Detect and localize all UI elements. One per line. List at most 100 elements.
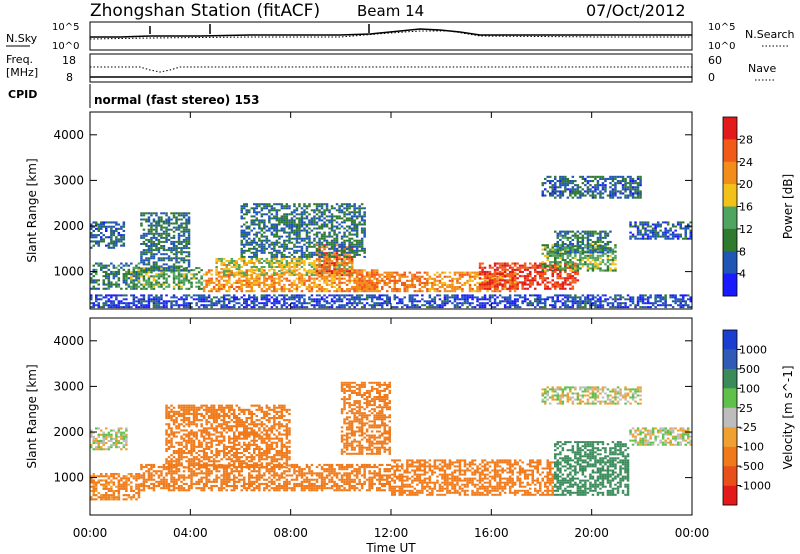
scatter-cell-p1-r15: [152, 306, 156, 309]
scatter-cell-p1-r5: [293, 274, 296, 277]
scatter-cell-p1-r6: [325, 270, 329, 273]
scatter-cell-p1-r12: [609, 249, 612, 252]
scatter-cell-p1-r7: [248, 247, 251, 250]
scatter-cell-p1-r7: [330, 207, 334, 210]
scatter-cell-p1-r10: [513, 287, 517, 290]
scatter-cell-p1-r5: [288, 266, 291, 268]
scatter-cell-p1-r15: [305, 302, 309, 305]
scatter-cell-p1-r2: [147, 275, 151, 278]
scatter-cell-p1-r5: [308, 270, 311, 273]
scatter-cell-p1-r4: [243, 279, 246, 282]
scatter-cell-p1-r9: [428, 281, 432, 284]
scatter-cell-p1-r15: [150, 298, 153, 301]
scatter-cell-p1-r15: [604, 298, 607, 301]
scatter-cell-p1-r7: [240, 207, 243, 210]
scatter-cell-p1-r7: [340, 217, 344, 220]
scatter-cell-p1-r7: [363, 223, 366, 226]
scatter-cell-p1-r7: [355, 207, 359, 210]
scatter-cell-p1-r7: [280, 221, 284, 224]
scatter-cell-p1-r3: [175, 220, 178, 223]
scatter-cell-p1-r12: [586, 230, 590, 233]
scatter-cell-p1-r14: [684, 227, 687, 230]
scatter-cell-p1-r15: [157, 298, 161, 301]
scatter-cell-p1-r15: [441, 300, 444, 303]
scatter-cell-p1-r4: [333, 290, 336, 293]
scatter-cell-p1-r12: [606, 232, 610, 235]
scatter-cell-p1-r7: [350, 215, 354, 218]
scatter-cell-p1-r2: [132, 271, 136, 274]
scatter-cell-p1-r15: [345, 304, 349, 307]
scatter-cell-p1-r10: [526, 273, 529, 276]
scatter-cell-p1-r9: [513, 290, 517, 293]
scatter-cell-p1-r2: [200, 269, 203, 272]
scatter-cell-p1-r12: [576, 230, 580, 233]
scatter-cell-p1-r7: [320, 205, 324, 208]
scatter-cell-p1-r12: [579, 247, 582, 250]
scatter-cell-p1-r8: [408, 283, 412, 286]
scatter-cell-p1-r11: [596, 265, 600, 268]
scatter-cell-p1-r15: [448, 296, 452, 299]
scatter-cell-p1-r2: [182, 279, 186, 282]
scatter-cell-p1-r8: [418, 288, 422, 291]
scatter-cell-p1-r13: [611, 180, 615, 183]
scatter-cell-p1-r7: [320, 213, 324, 216]
scatter-cell-p1-r15: [358, 302, 361, 305]
scatter-cell-p1-r0: [107, 246, 111, 249]
scatter-cell-p1-r15: [157, 304, 161, 307]
scatter-cell-p1-r7: [348, 203, 351, 206]
scatter-cell-p1-r7: [270, 253, 274, 256]
scatter-cell-p1-r10: [554, 285, 557, 288]
scatter-cell-p1-r11: [591, 263, 595, 266]
scatter-cell-p1-r7: [263, 205, 266, 208]
scatter-cell-p1-r3: [142, 263, 146, 266]
scatter-cell-p1-r0: [90, 232, 93, 235]
scatter-cell-p1-r7: [338, 227, 341, 230]
scatter-cell-p1-r1: [97, 283, 100, 286]
scatter-cell-p1-r3: [170, 222, 173, 225]
scatter-cell-p1-r4: [368, 283, 371, 286]
scatter-cell-p1-r10: [501, 273, 504, 276]
scatter-cell-p1-r15: [516, 298, 519, 301]
scatter-cell-p1-r7: [333, 243, 336, 246]
scatter-cell-p1-r14: [661, 233, 665, 236]
scatter-cell-p1-r4: [273, 277, 276, 280]
scatter-cell-p1-r3: [147, 247, 151, 250]
scatter-cell-p1-r14: [634, 221, 637, 224]
scatter-cell-p1-r15: [107, 306, 111, 309]
scatter-cell-p1-r0: [110, 238, 113, 241]
scatter-cell-p1-r4: [245, 271, 248, 274]
scatter-cell-p1-r11: [606, 261, 610, 264]
scatter-cell-p1-r7: [263, 213, 266, 216]
scatter-cell-p1-r3: [170, 228, 173, 231]
scatter-cell-p1-r7: [278, 223, 281, 226]
scatter-cell-p1-r13: [576, 192, 580, 195]
scatter-cell-p1-r12: [574, 245, 577, 248]
scatter-cell-p1-r0: [92, 229, 95, 232]
scatter-cell-p1-r15: [433, 300, 437, 303]
scatter-cell-p1-r3: [145, 269, 148, 272]
scatter-cell-p1-r7: [305, 225, 309, 228]
scatter-cell-p1-r3: [160, 228, 163, 231]
scatter-cell-p1-r15: [150, 294, 153, 297]
scatter-cell-p1-r3: [175, 226, 178, 229]
scatter-cell-p1-r9: [503, 288, 507, 291]
scatter-cell-p1-r11: [586, 265, 590, 268]
scatter-cell-p1-r9: [461, 273, 464, 276]
scatter-cell-p1-r7: [335, 247, 339, 250]
scatter-cell-p1-r15: [233, 298, 236, 301]
scatter-cell-p1-r12: [559, 249, 562, 252]
scatter-cell-p1-r10: [481, 270, 484, 273]
scatter-cell-p1-r15: [531, 304, 534, 307]
scatter-cell-p1-r4: [225, 283, 228, 286]
scatter-cell-p1-r11: [574, 267, 577, 270]
scatter-cell-p1-r7: [275, 233, 279, 236]
scatter-cell-p1-r5: [228, 264, 231, 266]
scatter-cell-p1-r6: [333, 266, 336, 269]
scatter-cell-p1-r7: [318, 215, 321, 218]
scatter-cell-p1-r0: [120, 236, 123, 239]
scatter-cell-p1-r7: [248, 211, 251, 214]
scatter-cell-p1-r1: [125, 264, 128, 267]
scatter-cell-p1-r7: [240, 211, 243, 214]
scatter-cell-p1-r11: [601, 254, 605, 257]
scatter-cell-p1-r4: [290, 281, 294, 284]
